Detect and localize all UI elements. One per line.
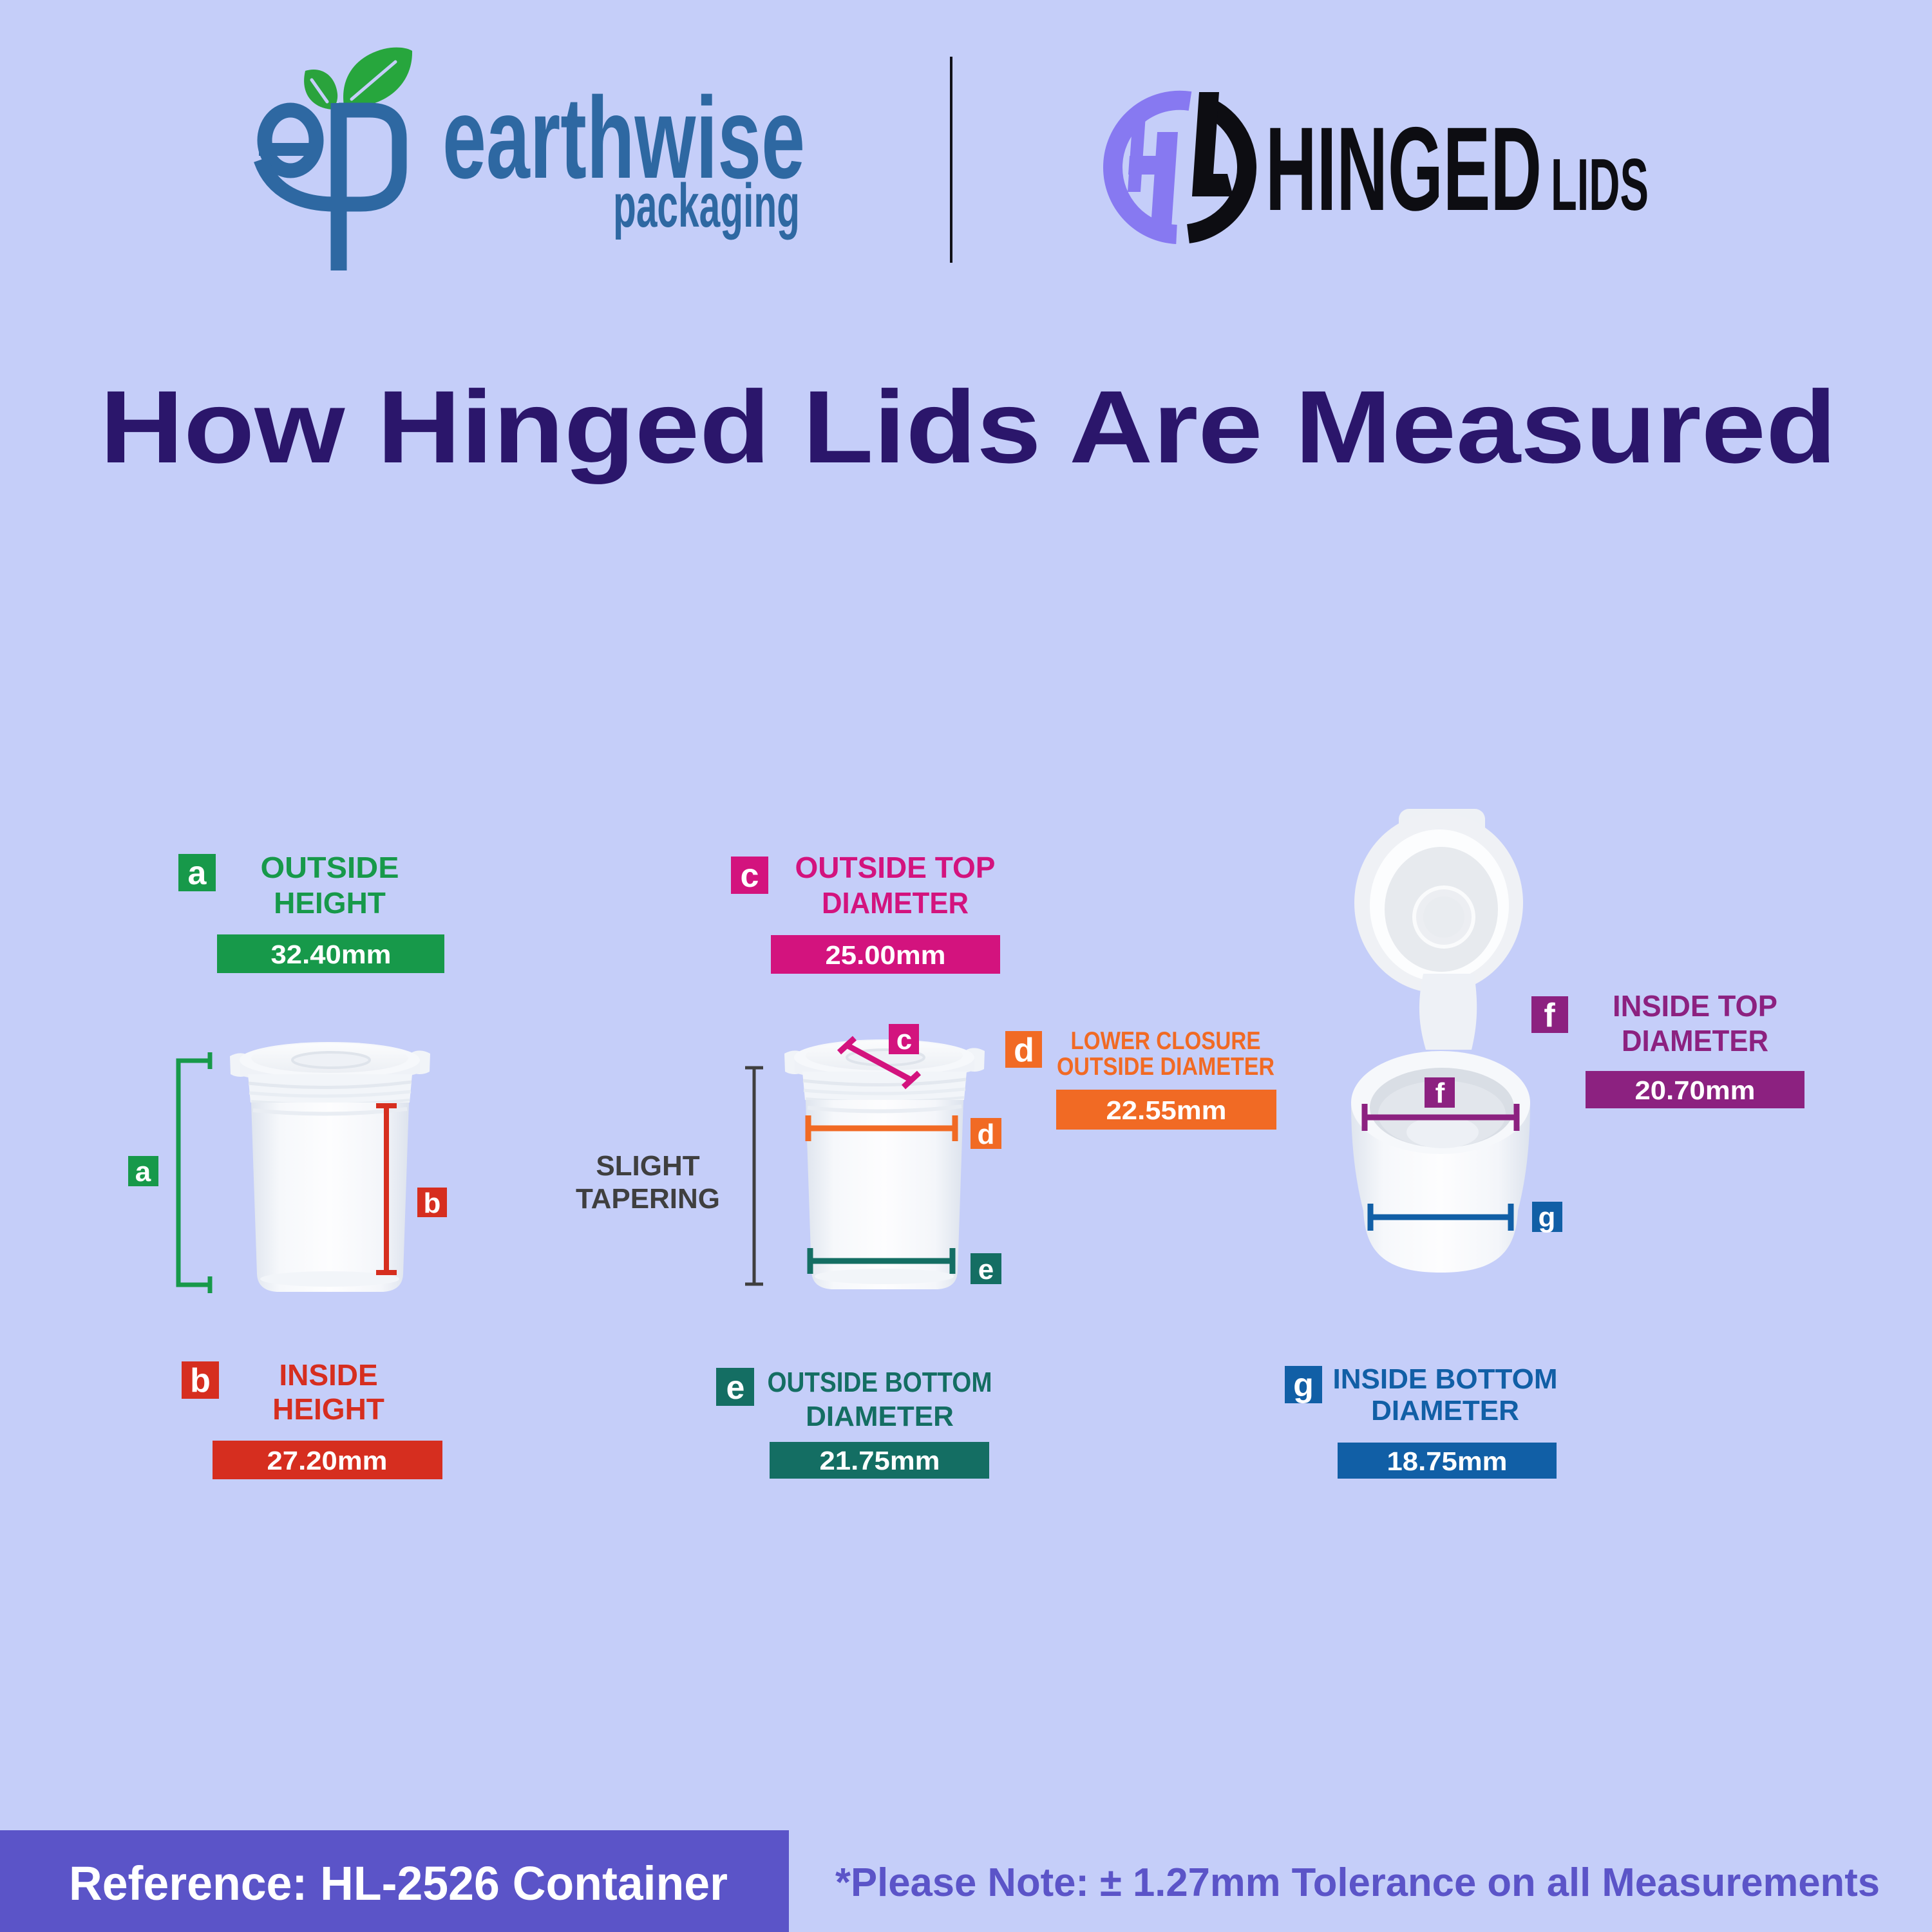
svg-text:DIAMETER: DIAMETER [822, 886, 969, 920]
svg-text:b: b [190, 1362, 211, 1399]
svg-text:a: a [188, 855, 207, 892]
svg-text:a: a [135, 1156, 151, 1188]
svg-text:LOWER CLOSURE: LOWER CLOSURE [1071, 1027, 1261, 1055]
svg-text:OUTSIDE BOTTOM: OUTSIDE BOTTOM [768, 1367, 992, 1398]
svg-text:SLIGHT: SLIGHT [596, 1150, 699, 1182]
svg-text:f: f [1544, 997, 1555, 1034]
svg-text:HEIGHT: HEIGHT [274, 886, 386, 920]
svg-text:c: c [896, 1024, 912, 1056]
svg-text:OUTSIDE: OUTSIDE [261, 851, 399, 884]
svg-text:27.20mm: 27.20mm [267, 1446, 388, 1475]
svg-text:Reference: HL-2526 Container: Reference: HL-2526 Container [69, 1857, 728, 1910]
svg-text:HINGED: HINGED [1265, 103, 1542, 236]
svg-text:f: f [1435, 1077, 1445, 1109]
svg-text:20.70mm: 20.70mm [1635, 1075, 1756, 1105]
svg-text:c: c [741, 857, 759, 895]
svg-text:g: g [1539, 1202, 1556, 1233]
svg-text:21.75mm: 21.75mm [820, 1446, 940, 1475]
svg-text:32.40mm: 32.40mm [271, 940, 392, 969]
svg-text:OUTSIDE TOP: OUTSIDE TOP [795, 851, 996, 884]
svg-text:HEIGHT: HEIGHT [272, 1392, 384, 1426]
svg-text:earthwise: earthwise [442, 73, 805, 203]
svg-text:*Please Note: ± 1.27mm Toleran: *Please Note: ± 1.27mm Tolerance on all … [835, 1861, 1880, 1905]
svg-text:e: e [726, 1369, 745, 1406]
svg-text:25.00mm: 25.00mm [826, 940, 946, 970]
svg-text:INSIDE TOP: INSIDE TOP [1613, 989, 1777, 1023]
svg-text:DIAMETER: DIAMETER [1622, 1024, 1768, 1057]
svg-text:DIAMETER: DIAMETER [1371, 1395, 1519, 1426]
svg-text:packaging: packaging [613, 171, 800, 240]
svg-text:b: b [424, 1188, 441, 1219]
svg-text:g: g [1293, 1367, 1314, 1404]
svg-text:OUTSIDE DIAMETER: OUTSIDE DIAMETER [1057, 1053, 1274, 1081]
svg-text:22.55mm: 22.55mm [1106, 1095, 1227, 1125]
svg-text:e: e [978, 1254, 994, 1285]
svg-text:18.75mm: 18.75mm [1387, 1446, 1508, 1476]
svg-text:d: d [1014, 1032, 1034, 1069]
svg-text:How Hinged Lids Are Measured: How Hinged Lids Are Measured [100, 369, 1837, 484]
svg-text:DIAMETER: DIAMETER [806, 1401, 954, 1432]
svg-text:INSIDE BOTTOM: INSIDE BOTTOM [1333, 1363, 1558, 1395]
svg-text:LIDS: LIDS [1551, 144, 1649, 226]
svg-text:TAPERING: TAPERING [576, 1183, 720, 1215]
svg-text:d: d [978, 1119, 995, 1150]
svg-text:INSIDE: INSIDE [279, 1358, 377, 1392]
